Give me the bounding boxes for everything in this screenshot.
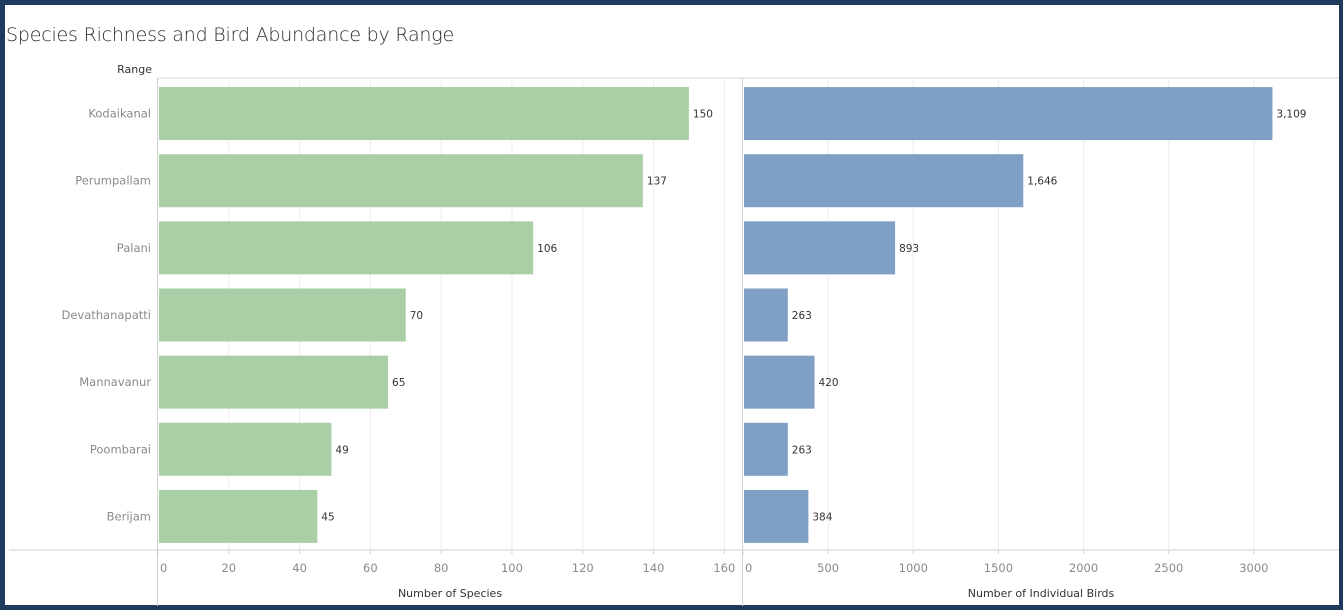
data-label: 106	[537, 243, 557, 255]
data-label: 49	[335, 444, 348, 456]
data-label: 45	[321, 511, 334, 523]
bar	[159, 221, 534, 275]
data-label: 263	[792, 444, 812, 456]
bar	[744, 87, 1273, 141]
category-label: Mannavanur	[79, 375, 151, 389]
category-label: Devathanapatti	[61, 308, 151, 322]
bar	[744, 355, 815, 409]
category-label: Poombarai	[90, 442, 151, 456]
data-label: 3,109	[1276, 109, 1306, 121]
bar	[159, 154, 643, 208]
data-label: 384	[812, 511, 832, 523]
data-label: 1,646	[1027, 176, 1057, 188]
bar	[159, 87, 689, 141]
x-tick-label: 1000	[899, 561, 928, 575]
x-tick-label: 2000	[1069, 561, 1098, 575]
x-axis-title: Number of Species	[398, 587, 502, 600]
bar	[159, 422, 332, 476]
data-label: 65	[392, 377, 405, 389]
category-label: Kodaikanal	[88, 107, 151, 121]
bar	[744, 489, 809, 543]
bar	[159, 489, 318, 543]
x-tick-label: 120	[572, 561, 594, 575]
x-tick-label: 500	[817, 561, 839, 575]
category-label: Palani	[117, 241, 151, 255]
x-tick-label: 100	[501, 561, 523, 575]
data-label: 893	[899, 243, 919, 255]
x-tick-label: 20	[221, 561, 236, 575]
data-label: 70	[410, 310, 423, 322]
bar	[159, 355, 389, 409]
category-label: Berijam	[107, 509, 151, 523]
chart-title: Species Richness and Bird Abundance by R…	[6, 24, 454, 46]
data-label: 263	[792, 310, 812, 322]
bar	[744, 154, 1024, 208]
data-label: 420	[819, 377, 839, 389]
data-label: 150	[693, 109, 713, 121]
bar	[744, 221, 896, 275]
data-label: 137	[647, 176, 667, 188]
x-tick-label: 3000	[1239, 561, 1268, 575]
x-tick-label: 160	[713, 561, 735, 575]
x-tick-label: 140	[643, 561, 665, 575]
row-header-label: Range	[117, 63, 152, 76]
x-tick-label: 60	[363, 561, 378, 575]
x-tick-label: 80	[434, 561, 449, 575]
x-tick-label: 2500	[1154, 561, 1183, 575]
x-tick-label: 40	[292, 561, 307, 575]
bar	[159, 288, 406, 342]
category-label: Perumpallam	[75, 174, 151, 188]
x-axis-title: Number of Individual Birds	[968, 587, 1115, 600]
x-tick-label: 0	[745, 561, 752, 575]
x-tick-label: 1500	[984, 561, 1013, 575]
bar	[744, 288, 788, 342]
x-tick-label: 0	[160, 561, 167, 575]
bar	[744, 422, 788, 476]
